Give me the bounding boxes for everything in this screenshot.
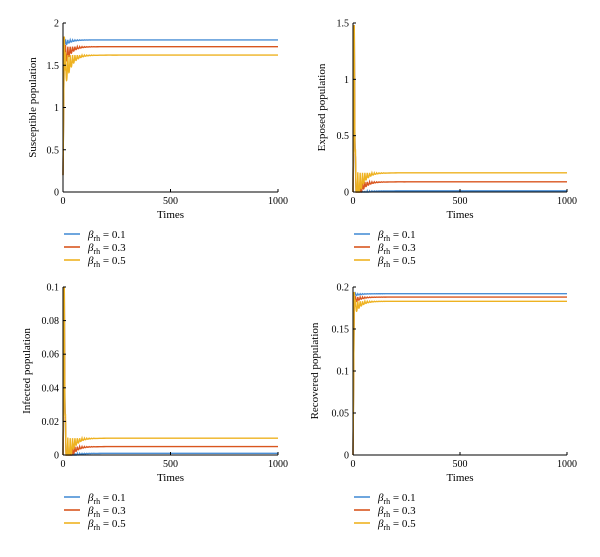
x-axis-title: Times xyxy=(157,209,184,221)
chart-panel-3: 0 500 1000 0 0.02 0.04 0.06 0.08 0.1 Times Infecte… xyxy=(21,283,288,533)
y-tick-label: 1.5 xyxy=(47,61,60,72)
y-tick-label: 0.5 xyxy=(47,145,60,156)
series-line-3 xyxy=(352,25,567,193)
series-line-2 xyxy=(62,286,278,456)
y-tick-label: 0.1 xyxy=(47,283,60,294)
series-line-1 xyxy=(62,286,278,456)
x-tick-label: 1000 xyxy=(268,196,288,207)
y-tick-label: 0 xyxy=(54,451,59,462)
x-tick-label: 0 xyxy=(351,196,356,207)
legend-label: βrh = 0.5 xyxy=(377,518,416,532)
legend-label: βrh = 0.3 xyxy=(87,505,126,519)
legend-label: βrh = 0.5 xyxy=(377,255,416,269)
x-tick-label: 500 xyxy=(453,196,468,207)
y-tick-label: 0.06 xyxy=(42,350,60,361)
x-tick-label: 500 xyxy=(163,459,178,470)
legend-label: βrh = 0.3 xyxy=(377,505,416,519)
y-tick-label: 0.2 xyxy=(337,283,350,294)
y-axis-title: Infected population xyxy=(21,328,33,414)
series-line-3 xyxy=(352,292,567,456)
y-axis-title: Susceptible population xyxy=(27,57,39,158)
x-tick-label: 0 xyxy=(61,459,66,470)
x-axis-title: Times xyxy=(446,472,473,484)
series-line-1 xyxy=(62,36,278,176)
series-line-3 xyxy=(62,286,278,456)
series-line-1 xyxy=(352,25,567,193)
series-line-2 xyxy=(352,291,567,456)
x-tick-label: 500 xyxy=(163,196,178,207)
series-line-1 xyxy=(352,291,567,456)
y-tick-label: 1 xyxy=(344,75,349,86)
legend-label: βrh = 0.1 xyxy=(87,229,126,243)
y-tick-label: 0 xyxy=(54,188,59,199)
y-tick-label: 0.1 xyxy=(337,367,350,378)
series-line-3 xyxy=(62,36,278,176)
legend-label: βrh = 0.3 xyxy=(377,242,416,256)
y-axis-title: Exposed population xyxy=(316,63,328,151)
y-tick-label: 0.5 xyxy=(337,131,350,142)
chart-panel-2: 0 500 1000 0 0.5 1 1.5 Times Exposed population β… xyxy=(316,19,577,270)
x-axis-title: Times xyxy=(157,472,184,484)
legend-label: βrh = 0.5 xyxy=(87,518,126,532)
x-tick-label: 1000 xyxy=(557,459,577,470)
legend-label: βrh = 0.5 xyxy=(87,255,126,269)
x-axis-title: Times xyxy=(446,209,473,221)
legend-label: βrh = 0.3 xyxy=(87,242,126,256)
y-tick-label: 1 xyxy=(54,103,59,114)
legend-label: βrh = 0.1 xyxy=(377,492,416,506)
y-tick-label: 1.5 xyxy=(337,19,350,30)
y-tick-label: 0.04 xyxy=(42,383,60,394)
y-tick-label: 0.15 xyxy=(332,325,350,336)
x-tick-label: 1000 xyxy=(268,459,288,470)
y-tick-label: 2 xyxy=(54,19,59,30)
x-tick-label: 0 xyxy=(351,459,356,470)
x-tick-label: 0 xyxy=(61,196,66,207)
y-tick-label: 0.02 xyxy=(42,417,60,428)
chart-panel-1: 0 500 1000 0 0.5 1 1.5 2 Times Susceptible popula… xyxy=(27,19,288,270)
y-tick-label: 0.08 xyxy=(42,316,60,327)
chart-panel-4: 0 500 1000 0 0.05 0.1 0.15 0.2 Times Recovered po… xyxy=(309,283,577,533)
series-line-2 xyxy=(62,36,278,176)
y-axis-title: Recovered population xyxy=(309,322,321,419)
legend-label: βrh = 0.1 xyxy=(87,492,126,506)
legend-label: βrh = 0.1 xyxy=(377,229,416,243)
y-tick-label: 0 xyxy=(344,188,349,199)
x-tick-label: 500 xyxy=(453,459,468,470)
y-tick-label: 0.05 xyxy=(332,409,350,420)
y-tick-label: 0 xyxy=(344,451,349,462)
x-tick-label: 1000 xyxy=(557,196,577,207)
series-line-2 xyxy=(352,25,567,193)
